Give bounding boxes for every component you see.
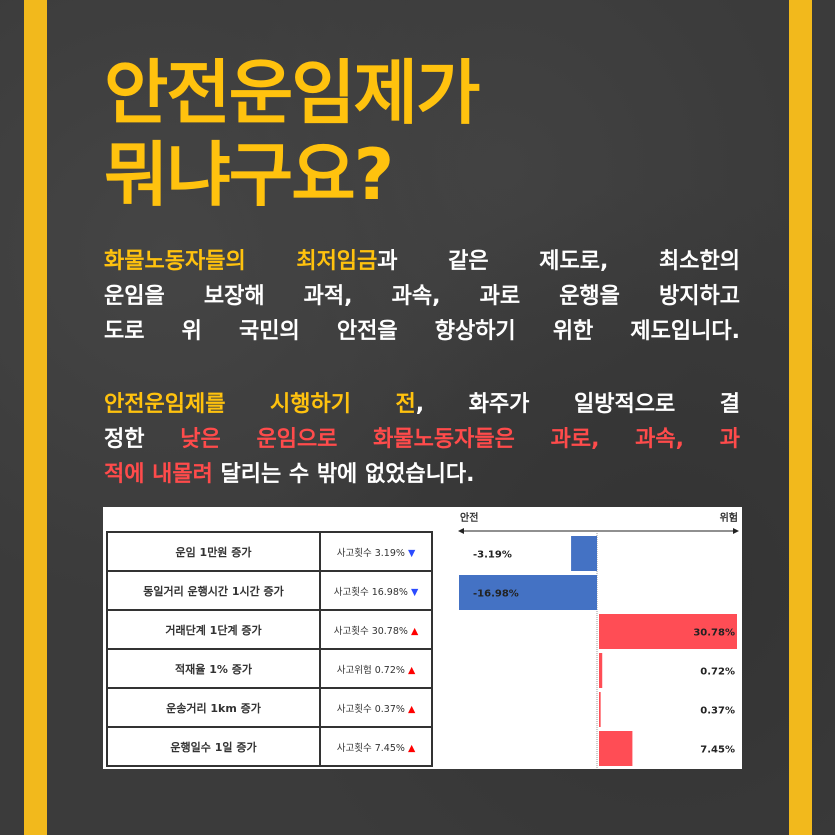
data-label: -16.98% <box>473 589 519 600</box>
lane-stripe-right <box>789 0 812 835</box>
factor-cell: 적재율 1% 증가 <box>106 648 321 689</box>
title-line: 안전운임제가 <box>104 52 480 134</box>
effect-text: 사고횟수 0.37% <box>336 703 405 715</box>
data-label: 0.37% <box>700 706 735 717</box>
text: 과 같은 제도로, 최소한의 <box>377 249 740 274</box>
text: 정한 <box>104 427 181 452</box>
data-label: 7.45% <box>700 745 735 756</box>
paragraph-1: 화물노동자들의 최저임금과 같은 제도로, 최소한의 운임을 보장해 과적, 과… <box>104 244 740 349</box>
highlight-text: 화물노동자들의 최저임금 <box>104 249 378 274</box>
triangle-up-icon: ▲ <box>407 742 416 754</box>
data-label: 0.72% <box>700 667 735 678</box>
axis-left-label: 안전 <box>460 511 478 524</box>
effect-cell: 사고횟수 0.37% ▲ <box>319 687 433 728</box>
effect-cell: 사고횟수 16.98% ▼ <box>319 570 433 611</box>
bar <box>459 575 597 610</box>
diverging-bar-chart: 안전 위험 -3.19% -16.98% 30.78% 0.72% 0.37% 7.45% <box>458 511 739 769</box>
table-row: 운임 1만원 증가 사고횟수 3.19% ▼ <box>106 531 433 572</box>
bar <box>599 692 601 727</box>
effect-text: 사고횟수 7.45% <box>336 742 405 754</box>
title-line: 뭐냐구요? <box>104 134 394 216</box>
table-row: 운송거리 1km 증가 사고횟수 0.37% ▲ <box>106 687 433 728</box>
text-line: 도로 위 국민의 안전을 향상하기 위한 제도입니다. <box>104 319 740 344</box>
page-title: 안전운임제가 뭐냐구요? <box>104 52 480 216</box>
text-line: 안전운임제를 시행하기 전, 화주가 일방적으로 결 <box>104 387 740 422</box>
highlight-text: 안전운임제를 시행하기 전 <box>104 392 416 417</box>
bar <box>599 653 603 688</box>
bar <box>571 536 597 571</box>
table-row: 동일거리 운행시간 1시간 증가 사고횟수 16.98% ▼ <box>106 570 433 611</box>
bar <box>599 614 737 649</box>
effect-cell: 사고횟수 30.78% ▲ <box>319 609 433 650</box>
factor-cell: 거래단계 1단계 증가 <box>106 609 321 650</box>
effect-text: 사고위험 0.72% <box>336 664 405 676</box>
text-line: 정한 낮은 운임으로 화물노동자들은 과로, 과속, 과 <box>104 422 740 457</box>
factor-cell: 동일거리 운행시간 1시간 증가 <box>106 570 321 611</box>
axis-right-label: 위험 <box>720 511 738 524</box>
data-label: 30.78% <box>693 628 735 639</box>
triangle-down-icon: ▼ <box>410 586 419 598</box>
arrow-left-icon <box>458 528 464 534</box>
highlight-text-red: 낮은 운임으로 화물노동자들은 과로, 과속, 과 <box>180 427 740 452</box>
accident-risk-figure: 운임 1만원 증가 사고횟수 3.19% ▼ 동일거리 운행시간 1시간 증가 사고횟… <box>103 507 742 769</box>
text: 달리는 수 밖에 없었습니다. <box>212 462 475 487</box>
factor-cell: 운행일수 1일 증가 <box>106 726 321 767</box>
effect-text: 사고횟수 3.19% <box>336 547 405 559</box>
table-row: 운행일수 1일 증가 사고횟수 7.45% ▲ <box>106 726 433 767</box>
triangle-up-icon: ▲ <box>407 703 416 715</box>
effect-text: 사고횟수 30.78% <box>333 625 408 637</box>
data-label: -3.19% <box>473 550 512 561</box>
effect-cell: 사고위험 0.72% ▲ <box>319 648 433 689</box>
table-row: 거래단계 1단계 증가 사고횟수 30.78% ▲ <box>106 609 433 650</box>
effect-text: 사고횟수 16.98% <box>333 586 408 598</box>
text: , 화주가 일방적으로 결 <box>415 392 740 417</box>
triangle-up-icon: ▲ <box>410 625 419 637</box>
factor-cell: 운임 1만원 증가 <box>106 531 321 572</box>
factor-cell: 운송거리 1km 증가 <box>106 687 321 728</box>
arrow-right-icon <box>733 528 739 534</box>
table-row: 적재율 1% 증가 사고위험 0.72% ▲ <box>106 648 433 689</box>
factor-table: 운임 1만원 증가 사고횟수 3.19% ▼ 동일거리 운행시간 1시간 증가 사고횟… <box>106 531 433 767</box>
text-line: 운임을 보장해 과적, 과속, 과로 운행을 방지하고 <box>104 284 740 309</box>
text-line: 화물노동자들의 최저임금과 같은 제도로, 최소한의 <box>104 244 740 279</box>
triangle-up-icon: ▲ <box>407 664 416 676</box>
effect-cell: 사고횟수 3.19% ▼ <box>319 531 433 572</box>
lane-stripe-left <box>24 0 47 835</box>
effect-cell: 사고횟수 7.45% ▲ <box>319 726 433 767</box>
text-line: 적에 내몰려 달리는 수 밖에 없었습니다. <box>104 457 740 492</box>
paragraph-2: 안전운임제를 시행하기 전, 화주가 일방적으로 결 정한 낮은 운임으로 화물… <box>104 387 740 492</box>
bar <box>599 731 633 766</box>
triangle-down-icon: ▼ <box>407 547 416 559</box>
highlight-text-red: 적에 내몰려 <box>104 462 213 487</box>
